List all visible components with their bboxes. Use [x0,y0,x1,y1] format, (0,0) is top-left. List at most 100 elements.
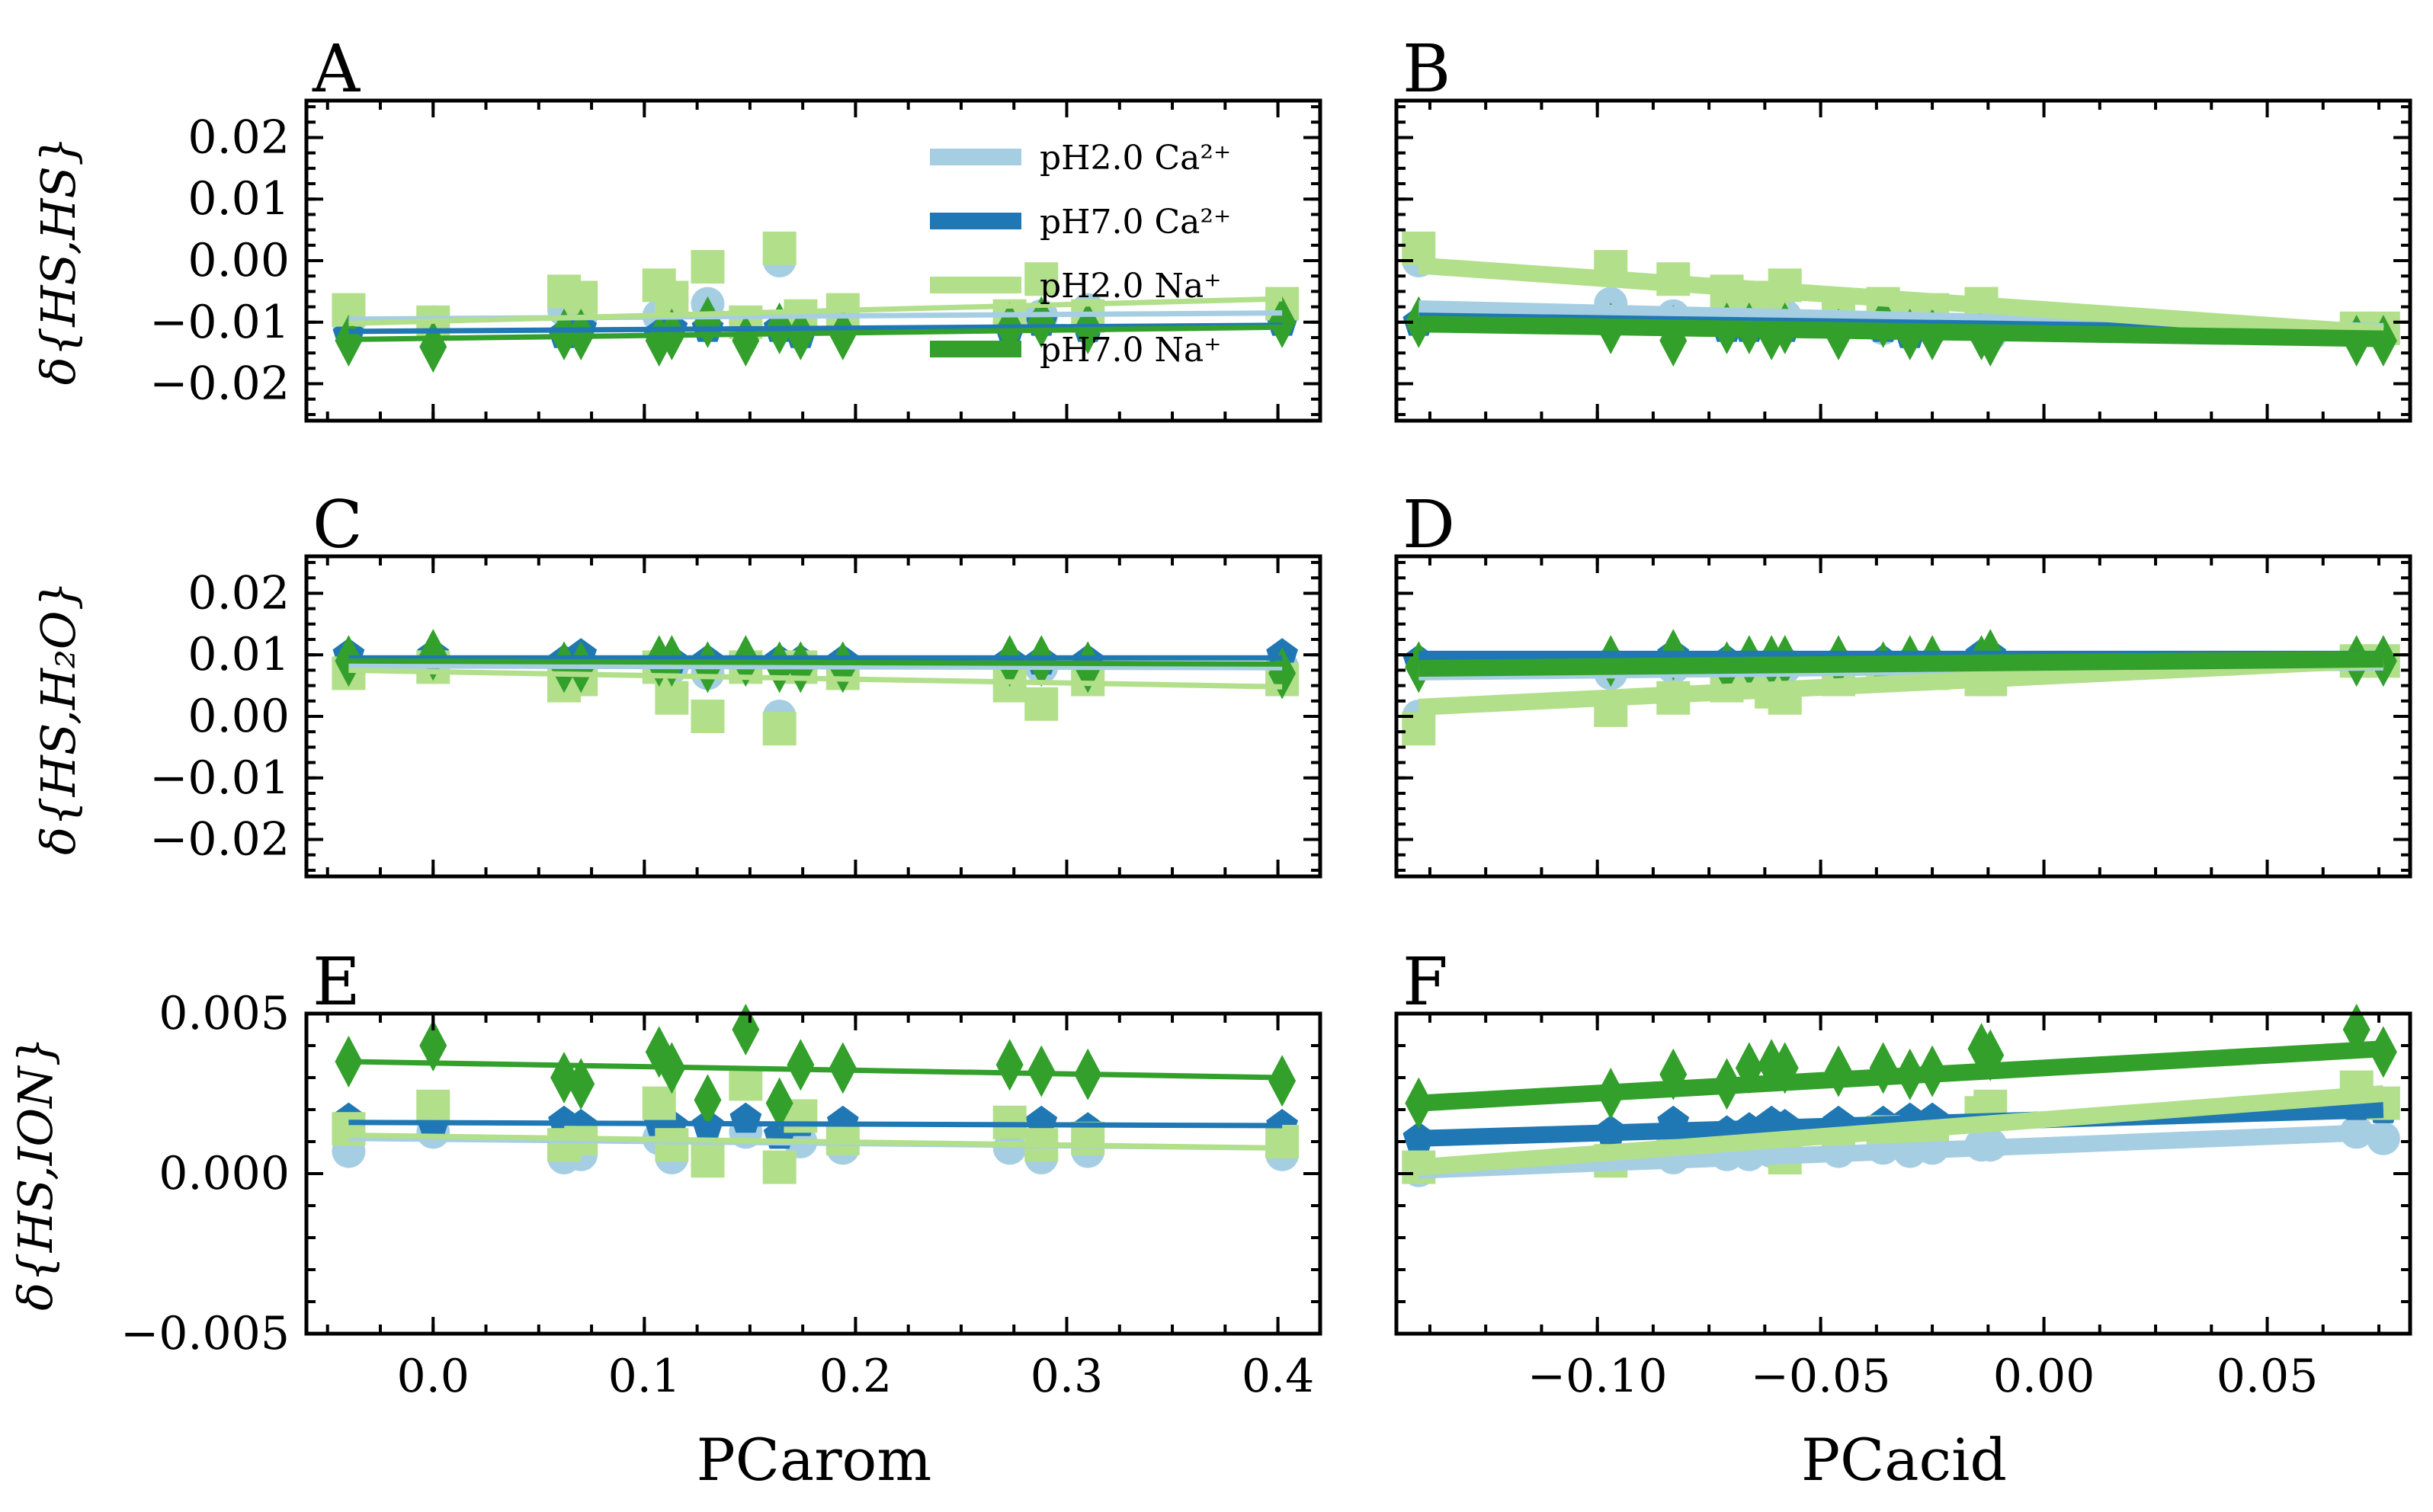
legend-entry-pH2-Ca: pH2.0 Ca²⁺ [930,139,1231,178]
point-E-pH2_Na [691,1144,725,1178]
point-E-pH7_Ca [729,1102,762,1133]
panel-C: 0.02 0.01 0.00 −0.01 −0.02 C [149,487,1322,879]
fit-line-E-pH7_Ca [348,1120,1283,1129]
x-tick-label: −0.05 [1751,1350,1891,1403]
legend-entry-pH7-Ca: pH7.0 Ca²⁺ [930,203,1231,242]
panel-B: B [1394,31,2412,423]
panel-A: 0.02 0.01 0.00 −0.01 −0.02 A [149,31,1322,423]
y-axis-label-row3: δ{HS,ION} [8,1036,63,1311]
point-E-pH7_Na [694,1074,722,1126]
y-tick-label: −0.01 [149,751,290,805]
point-E-pH2_Na [1265,1125,1300,1158]
point-E-pH7_Na [765,1077,793,1129]
y-tick-label: 0.00 [188,234,290,287]
y-tick-label: −0.02 [149,813,290,867]
x-tick-label: 0.1 [608,1350,681,1403]
panel-label-C: C [313,487,363,563]
legend-label-pH7-Na: pH7.0 Na⁺ [1040,331,1221,370]
point-C-pH2_Na [762,712,797,746]
x-tick-label: 0.00 [1993,1350,2095,1403]
y-tick-label: 0.005 [159,987,290,1040]
point-E-pH7_Na [1268,1055,1297,1107]
axes-frame-C [304,554,1322,879]
point-F-pH7_Na [1869,1042,1897,1094]
axes-frame-D [1394,554,2412,879]
y-tick-label: 0.000 [159,1147,290,1200]
fit-line-F-pH2_Na [1418,1085,2384,1176]
fits-A [348,296,1283,342]
panel-label-A: A [312,31,361,107]
x-tick-label: −0.10 [1527,1350,1668,1403]
point-E-pH2_Na [416,1089,450,1123]
fit-line-C-pH2_Na [348,667,1283,690]
point-A-pH7_Na [1027,296,1056,348]
point-A-pH2_Na [762,231,797,265]
legend-entry-pH7-Na: pH7.0 Na⁺ [930,331,1221,370]
point-E-pH7_Na [787,1039,815,1091]
fit-line-F-pH7_Na [1418,1040,2384,1112]
legend-label-pH2-Ca: pH2.0 Ca²⁺ [1040,139,1231,178]
y-tick-label: −0.005 [120,1307,290,1360]
y-axis-label-row2: δ{HS,H₂O} [30,581,86,855]
panel-F: −0.10 −0.05 0.00 0.05 F [1394,944,2412,1403]
legend-entry-pH2-Na: pH2.0 Na⁺ [930,267,1221,306]
x-tick-label: 0.4 [1242,1350,1314,1403]
legend-label-pH2-Na: pH2.0 Na⁺ [1040,267,1221,306]
point-E-pH7_Na [732,1004,760,1056]
fit-line-A-pH7_Na [348,324,1283,342]
y-tick-label: −0.02 [149,357,290,411]
legend-label-pH7-Ca: pH7.0 Ca²⁺ [1040,203,1231,242]
fit-line-E-pH7_Na [348,1059,1283,1081]
x-axis-label-left: PCarom [697,1426,932,1494]
panel-E: 0.0 0.1 0.2 0.3 0.4 0.005 0.000 −0.005 E [120,944,1322,1403]
point-E-pH2_Na [762,1150,797,1184]
point-A-pH2_Na [1024,262,1059,296]
x-tick-label: 0.2 [819,1350,892,1403]
panel-label-B: B [1402,31,1451,107]
point-E-pH2_Na [729,1067,763,1101]
point-A-pH7_Na [419,321,447,373]
fits-E [348,1059,1283,1151]
fit-line-C-pH7_Na [348,658,1283,667]
point-E-pH2_Na [825,1121,860,1155]
y-axis-label-row1: δ{HS,HS} [30,136,86,386]
point-E-pH7_Na [567,1058,595,1110]
y-tick-label: 0.01 [188,628,290,681]
fits-F [1418,1040,2384,1179]
point-E-pH2_Ca [992,1131,1027,1165]
panel-label-F: F [1402,944,1448,1020]
y-tick-label: 0.02 [188,111,290,164]
panels: 0.02 0.01 0.00 −0.01 −0.02 A B 0.02 0.01 0.00 −0.0… [120,31,2412,1403]
point-C-pH2_Na [1024,687,1059,721]
fits-D [1418,650,2384,716]
fit-line-D-pH7_Na [1418,650,2383,677]
fit-line-F-pH2_Ca [1418,1123,2384,1179]
panel-D: D [1394,487,2412,879]
fits-B [1418,257,2384,348]
panel-label-E: E [313,944,361,1020]
fit-line-C-pH2_Ca [348,663,1283,671]
point-C-pH2_Na [691,700,725,733]
point-E-pH2_Na [642,1086,676,1120]
markers-E [332,1004,1300,1184]
point-A-pH2_Na [691,250,725,284]
point-E-pH7_Na [419,1020,447,1072]
fit-line-B-pH2_Na [1418,257,2384,342]
y-tick-label: 0.00 [188,690,290,743]
y-tick-label: 0.01 [188,172,290,226]
y-tick-label: 0.02 [188,566,290,620]
fit-line-A-pH2_Na [348,296,1283,326]
point-E-pH2_Na [655,1128,689,1162]
x-tick-label: 0.3 [1031,1350,1103,1403]
panel-label-D: D [1402,487,1455,563]
legend: pH2.0 Ca²⁺ pH7.0 Ca²⁺ pH2.0 Na⁺ pH7.0 Na… [930,139,1231,370]
x-tick-label: 0.0 [397,1350,470,1403]
point-A-pH7_Na [335,315,363,367]
fits-C [348,655,1283,690]
point-A-pH7_Na [1268,296,1297,348]
fit-line-A-pH7_Ca [348,322,1283,335]
x-axis-label-right: PCacid [1801,1426,2007,1494]
fit-line-E-pH2_Na [348,1132,1283,1151]
point-E-pH7_Na [995,1039,1024,1091]
